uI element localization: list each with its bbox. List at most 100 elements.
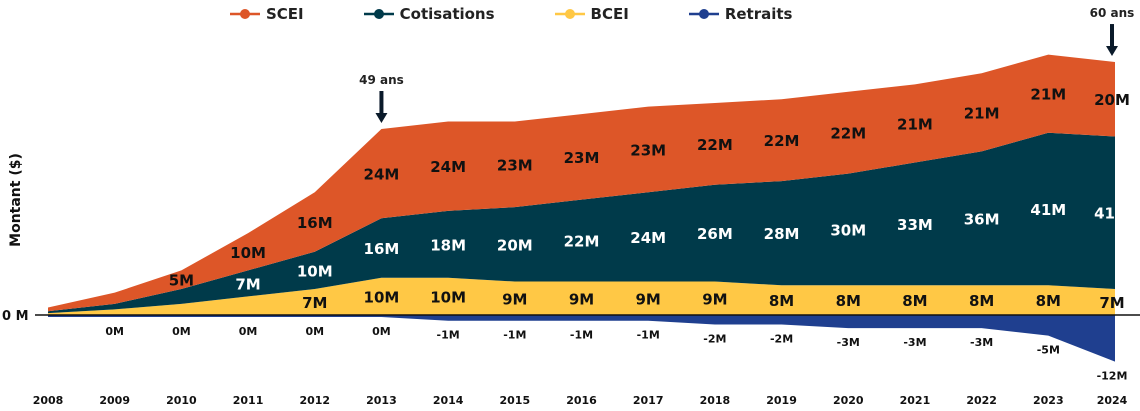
data-label-retraits: 0M <box>239 325 258 338</box>
data-label-retraits: -3M <box>970 336 993 349</box>
data-label-bcei: 8M <box>902 292 927 310</box>
data-label-bcei: 7M <box>1099 294 1124 312</box>
data-label-scei: 21M <box>897 115 933 133</box>
data-label-scei: 22M <box>764 132 800 150</box>
area-cotisations <box>48 132 1115 314</box>
data-label-bcei: 8M <box>836 292 861 310</box>
data-label-retraits: -12M <box>1097 370 1128 383</box>
data-label-cotisations: 16M <box>364 240 400 258</box>
data-label-cotisations: 41M <box>1030 201 1066 219</box>
legend-marker-icon <box>554 9 585 19</box>
data-label-bcei: 7M <box>302 294 327 312</box>
data-label-cotisations: 22M <box>564 233 600 251</box>
legend-label: BCEI <box>590 5 629 23</box>
data-label-bcei: 10M <box>430 288 466 306</box>
data-label-cotisations: 33M <box>897 216 933 234</box>
legend-marker-icon <box>230 9 260 19</box>
legend-marker-icon <box>363 9 394 19</box>
data-label-retraits: -3M <box>837 336 860 349</box>
data-label-retraits: 0M <box>372 325 391 338</box>
data-label-cotisations: 18M <box>430 236 466 254</box>
data-label-retraits: -2M <box>703 332 726 345</box>
data-label-retraits: -1M <box>637 329 660 342</box>
annotation-label: 49 ans <box>359 73 404 87</box>
data-label-bcei: 9M <box>569 290 594 308</box>
data-label-scei: 23M <box>564 149 600 167</box>
data-label-cotisations: 36M <box>964 210 1000 228</box>
data-label-scei: 22M <box>830 125 866 143</box>
x-tick-label: 2010 <box>166 394 197 407</box>
data-label-scei: 10M <box>230 244 266 262</box>
legend-item-cotisations: Cotisations <box>363 5 495 23</box>
data-label-cotisations: 26M <box>697 225 733 243</box>
data-label-retraits: -1M <box>570 329 593 342</box>
annotation-label: 60 ans <box>1090 6 1135 20</box>
data-label-cotisations: 30M <box>830 221 866 239</box>
data-label-bcei: 8M <box>969 292 994 310</box>
x-tick-label: 2023 <box>1033 394 1064 407</box>
data-label-retraits: -1M <box>503 329 526 342</box>
data-label-retraits: 0M <box>305 325 324 338</box>
x-tick-label: 2013 <box>366 394 397 407</box>
data-label-scei: 21M <box>1030 86 1066 104</box>
data-label-retraits: -3M <box>903 336 926 349</box>
x-tick-label: 2019 <box>766 394 797 407</box>
y-axis-label: Montant ($) <box>8 153 24 247</box>
data-label-cotisations: 24M <box>630 229 666 247</box>
data-label-cotisations: 10M <box>297 262 333 280</box>
x-tick-label: 2009 <box>99 394 130 407</box>
legend-marker-icon <box>688 9 719 19</box>
data-label-scei: 24M <box>364 166 400 184</box>
legend-item-retraits: Retraits <box>688 5 793 23</box>
legend-label: SCEI <box>266 5 304 23</box>
legend-label: Cotisations <box>399 5 495 23</box>
data-label-bcei: 9M <box>502 290 527 308</box>
data-label-scei: 16M <box>297 214 333 232</box>
x-tick-label: 2021 <box>900 394 931 407</box>
legend-item-scei: SCEI <box>230 5 304 23</box>
data-label-cotisations: 41M <box>1094 205 1130 223</box>
x-tick-label: 2008 <box>33 394 64 407</box>
data-label-scei: 23M <box>630 141 666 159</box>
arrow-head-icon <box>375 113 388 123</box>
data-label-retraits: -5M <box>1037 344 1060 357</box>
data-label-retraits: 0M <box>105 325 124 338</box>
zero-tick-label: 0 M <box>2 309 29 324</box>
x-tick-label: 2018 <box>700 394 731 407</box>
x-tick-label: 2017 <box>633 394 664 407</box>
data-label-scei: 22M <box>697 136 733 154</box>
x-tick-label: 2012 <box>299 394 330 407</box>
area-bcei <box>48 277 1115 315</box>
x-tick-label: 2015 <box>500 394 531 407</box>
data-label-bcei: 10M <box>364 288 400 306</box>
area-scei <box>48 54 1115 312</box>
data-label-retraits: -1M <box>437 329 460 342</box>
data-label-cotisations: 7M <box>235 275 260 293</box>
data-label-scei: 20M <box>1094 91 1130 109</box>
data-label-scei: 21M <box>964 104 1000 122</box>
x-tick-label: 2022 <box>966 394 997 407</box>
legend-item-bcei: BCEI <box>554 5 629 23</box>
x-tick-label: 2020 <box>833 394 864 407</box>
area-retraits <box>48 315 1115 362</box>
legend: SCEI Cotisations BCEI Retraits <box>230 5 852 23</box>
data-label-cotisations: 28M <box>764 225 800 243</box>
data-label-scei: 23M <box>497 156 533 174</box>
data-label-bcei: 9M <box>636 290 661 308</box>
data-label-bcei: 9M <box>702 290 727 308</box>
data-label-cotisations: 20M <box>497 236 533 254</box>
x-tick-label: 2014 <box>433 394 464 407</box>
legend-label: Retraits <box>724 5 793 23</box>
data-label-bcei: 8M <box>1036 292 1061 310</box>
data-label-retraits: 0M <box>172 325 191 338</box>
data-label-scei: 5M <box>169 272 194 290</box>
data-label-bcei: 8M <box>769 292 794 310</box>
data-label-retraits: -2M <box>770 332 793 345</box>
arrow-head-icon <box>1106 46 1118 57</box>
x-tick-label: 2011 <box>233 394 264 407</box>
x-tick-label: 2024 <box>1097 394 1128 407</box>
x-tick-label: 2016 <box>566 394 597 407</box>
data-label-scei: 24M <box>430 158 466 176</box>
